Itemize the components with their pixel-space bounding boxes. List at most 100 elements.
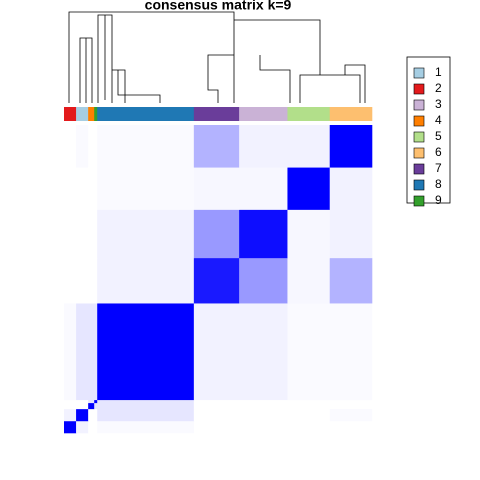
heat-cell [94,303,98,401]
heat-cell [76,399,89,404]
heat-cell [76,125,89,168]
cluster-bar [329,107,373,121]
heat-cell [329,303,373,401]
cluster-bar [64,107,77,121]
cluster-bar [94,107,98,121]
heat-cell [193,257,240,304]
heat-cell [193,209,240,259]
heat-cell [193,167,240,210]
heat-cell [94,257,98,304]
heat-cell [94,420,98,434]
chart-title: consensus matrix k=9 [145,0,292,13]
heat-cell [64,420,77,434]
legend-swatch [413,131,425,143]
heat-cell [239,399,288,404]
cluster-bar [88,107,95,121]
heat-cell [88,420,95,434]
heat-cell [329,209,373,259]
heat-cell [193,303,240,401]
cluster-bar [193,107,240,121]
legend-label: 3 [435,97,442,111]
heat-cell [329,167,373,210]
heat-cell [76,209,89,259]
heat-cell [64,399,77,404]
cluster-bar [97,107,195,121]
heat-cell [239,408,288,422]
legend-label: 5 [435,129,442,143]
legend-swatch [413,115,425,127]
heat-cell [239,125,288,168]
heat-cell [94,408,98,422]
heat-cell [287,408,331,422]
heat-cell [94,402,98,410]
heat-cell [97,408,195,422]
heat-cell [97,257,195,304]
heat-cell [88,402,95,410]
legend-label: 9 [435,193,442,207]
heat-cell [76,257,89,304]
heat-cell [287,257,331,304]
legend-label: 7 [435,161,442,175]
heat-cell [239,257,288,304]
legend-box [406,56,451,204]
heat-cell [239,209,288,259]
legend-label: 2 [435,81,442,95]
heat-cell [88,303,95,401]
heat-cell [287,420,331,434]
heat-cell [76,408,89,422]
heat-cell [239,303,288,401]
cluster-bar [76,107,89,121]
heat-cell [287,399,331,404]
heat-cell [97,399,195,404]
legend-label: 4 [435,113,442,127]
heat-cell [97,402,195,410]
heat-cell [64,125,77,168]
heat-cell [64,257,77,304]
heat-cell [329,402,373,410]
heat-cell [193,399,240,404]
heat-cell [76,167,89,210]
heat-cell [239,402,288,410]
heat-cell [88,209,95,259]
heat-cell [97,209,195,259]
legend-swatch [413,163,425,175]
heat-cell [287,209,331,259]
heat-cell [97,167,195,210]
heat-cell [64,303,77,401]
heat-cell [64,209,77,259]
cluster-bar [287,107,331,121]
heat-cell [239,167,288,210]
heat-cell [193,408,240,422]
heat-cell [94,209,98,259]
heat-cell [329,257,373,304]
cluster-bar [239,107,288,121]
heat-cell [97,303,195,401]
heat-cell [329,420,373,434]
heat-cell [64,167,77,210]
heat-cell [64,402,77,410]
legend-swatch [413,83,425,95]
heat-cell [88,125,95,168]
heat-cell [329,125,373,168]
heat-cell [287,402,331,410]
heat-cell [193,420,240,434]
legend-label: 6 [435,145,442,159]
heat-cell [76,420,89,434]
legend-label: 8 [435,177,442,191]
heat-cell [88,167,95,210]
legend-swatch [413,99,425,111]
heat-cell [193,125,240,168]
heat-cell [287,303,331,401]
dendrogram [68,11,366,103]
heat-cell [76,303,89,401]
legend-swatch [413,179,425,191]
heat-cell [76,402,89,410]
heat-cell [239,420,288,434]
heat-cell [97,125,195,168]
legend-label: 1 [435,65,442,79]
heat-cell [94,399,98,404]
heat-cell [88,257,95,304]
heat-cell [329,408,373,422]
heat-cell [94,167,98,210]
